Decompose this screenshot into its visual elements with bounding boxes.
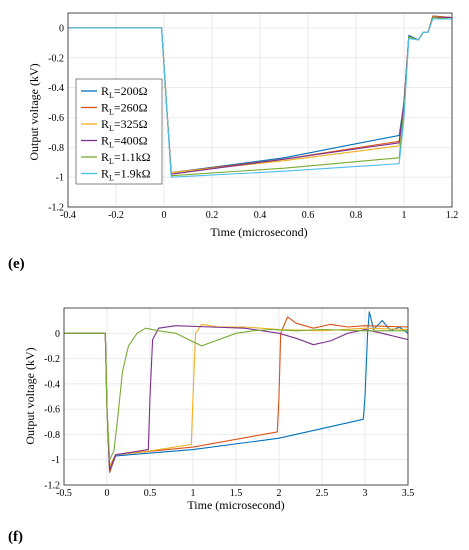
y-tick-label: -0.4	[44, 379, 60, 390]
y-tick-label: -1.2	[44, 481, 60, 492]
grid-f	[63, 308, 409, 486]
series-line-4	[64, 325, 409, 471]
x-tick-label: 0.6	[302, 210, 315, 221]
y-tick-label: -0.2	[44, 354, 60, 365]
series-f	[64, 311, 409, 473]
y-ticks-e: 0 -0.2 -0.4 -0.6 -0.8 -1 -1.2	[48, 23, 64, 213]
legend-label: RL=325Ω	[101, 117, 148, 133]
legend-box	[75, 78, 163, 185]
legend-label: RL=260Ω	[101, 101, 148, 117]
x-tick-label: 1.5	[230, 488, 243, 499]
x-tick-label: 3.5	[402, 488, 415, 499]
plot-frame-e	[67, 12, 453, 208]
legend-label: RL=200Ω	[101, 84, 148, 100]
y-tick-label: -0.6	[48, 113, 64, 124]
x-tick-label: 2	[277, 488, 282, 499]
x-tick-label: 1	[191, 488, 196, 499]
y-tick-label: -1.2	[48, 203, 64, 214]
x-tick-label: 0.2	[206, 210, 219, 221]
panel-label-f: (f)	[8, 529, 23, 545]
legend-label: RL=1.1kΩ	[101, 150, 151, 166]
x-ticks-f: -0.5 0 0.5 1 1.5 2 2.5 3 3.5	[56, 488, 414, 499]
y-tick-label: -0.8	[44, 430, 60, 441]
y-tick-label: -0.6	[44, 405, 60, 416]
x-tick-label: 2.5	[316, 488, 329, 499]
y-tick-label: 0	[59, 23, 64, 34]
y-tick-label: -0.4	[48, 83, 64, 94]
x-tick-label: 3	[363, 488, 368, 499]
y-tick-label: 0	[55, 329, 60, 340]
legend-label: RL=1.9kΩ	[101, 167, 151, 183]
panel-label-e: (e)	[8, 256, 25, 272]
y-tick-label: -1	[52, 455, 60, 466]
chart-e: -0.4 -0.2 0 0.2 0.4 0.6 0.8 1 1.2 0 -0.2 -0.4 -0.6 -…	[8, 12, 458, 272]
x-tick-label: 1.2	[446, 210, 459, 221]
x-tick-label: 0.4	[254, 210, 267, 221]
plot-frame-f	[63, 307, 409, 486]
y-tick-label: -1	[56, 173, 64, 184]
legend-label: RL=400Ω	[101, 134, 148, 150]
x-axis-label-e: Time (microsecond)	[210, 225, 307, 239]
x-tick-label: 1	[402, 210, 407, 221]
x-ticks-e: -0.4 -0.2 0 0.2 0.4 0.6 0.8 1 1.2	[60, 210, 458, 221]
y-tick-label: -0.8	[48, 143, 64, 154]
y-tick-label: -0.2	[48, 53, 64, 64]
y-axis-label-f: Output voltage (kV)	[23, 347, 37, 444]
x-tick-label: -0.2	[108, 210, 124, 221]
x-tick-label: 0	[162, 210, 167, 221]
x-tick-label: 0	[105, 488, 110, 499]
chart-f: -0.5 0 0.5 1 1.5 2 2.5 3 3.5 0 -0.2 -0.4 -0.6 -0.8 -1…	[8, 307, 414, 545]
series-e	[68, 15, 453, 178]
legend-e: RL=200ΩRL=260ΩRL=325ΩRL=400ΩRL=1.1kΩRL=1…	[75, 78, 163, 185]
x-tick-label: -0.5	[56, 488, 72, 499]
x-tick-label: 0.5	[144, 488, 157, 499]
y-ticks-f: 0 -0.2 -0.4 -0.6 -0.8 -1 -1.2	[44, 329, 60, 492]
series-line-6	[68, 18, 452, 178]
x-tick-label: -0.4	[60, 210, 76, 221]
series-line-5	[64, 327, 408, 461]
x-axis-label-f: Time (microsecond)	[187, 498, 284, 512]
y-axis-label-e: Output voltage (kV)	[27, 63, 41, 160]
x-tick-label: 0.8	[350, 210, 363, 221]
